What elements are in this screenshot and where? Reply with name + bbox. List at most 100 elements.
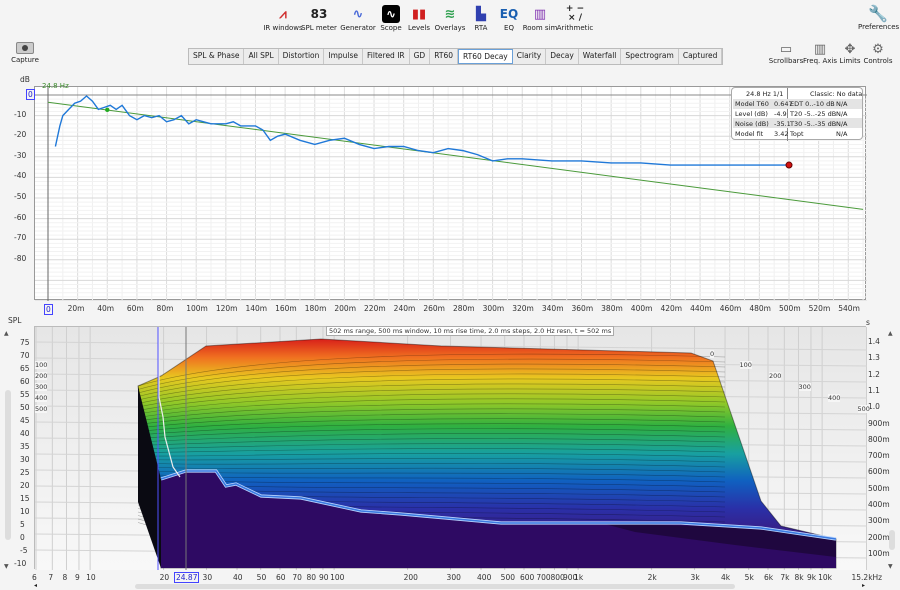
x-tick[interactable]: 0 — [44, 304, 53, 315]
info-cell: Model T60 — [735, 100, 769, 108]
x-tick: 120m — [215, 304, 238, 313]
spl-tick: 60 — [20, 377, 30, 386]
x-tick: 400m — [630, 304, 653, 313]
toolbar-rta-button[interactable]: ▙ RTA — [461, 4, 501, 33]
capture-button[interactable]: Capture — [8, 42, 42, 64]
tab-filtered-ir[interactable]: Filtered IR — [363, 49, 410, 64]
x-tick: 380m — [601, 304, 623, 313]
levels-icon-label: Levels — [407, 24, 431, 32]
start-marker — [105, 107, 110, 113]
x-tick: 160m — [275, 304, 297, 313]
arithmetic-icon-label: Arithmetic — [556, 24, 594, 32]
freq-axis-button[interactable]: ▥ Freq. Axis — [802, 42, 838, 65]
freq-tick: 9k — [806, 573, 817, 582]
x-tick: 180m — [304, 304, 327, 313]
toolbar-levels-button[interactable]: ▮▮ Levels — [399, 4, 439, 33]
limits-button[interactable]: ✥ Limits — [832, 42, 868, 65]
y-tick: -20 — [14, 130, 27, 140]
x-tick: 20m — [67, 304, 85, 313]
eq-icon-text: EQ — [499, 6, 519, 21]
y-tick: -40 — [14, 171, 27, 181]
info-cell: Level (dB) — [735, 110, 768, 118]
time-tick: 300m — [868, 516, 890, 526]
waterfall-plot[interactable] — [34, 326, 867, 570]
freq-tick: 70 — [292, 573, 302, 582]
overlays-icon: ≋ — [444, 6, 456, 22]
cursor-frequency: 24.8 Hz — [42, 82, 69, 90]
waterfall-floor — [161, 471, 836, 568]
generator-icon: ∿ — [352, 6, 364, 22]
freq-tick: 4k — [721, 573, 731, 582]
time-tick: 500m — [868, 483, 890, 493]
info-cell: EDT 0..-10 dB — [790, 100, 835, 108]
tab-clarity[interactable]: Clarity — [513, 49, 547, 64]
scrollbars-button[interactable]: ▭ Scrollbars — [768, 42, 804, 65]
x-tick: 140m — [245, 304, 268, 313]
ir-windows-icon: ⩘ — [279, 6, 287, 22]
freq-tick: 90 — [318, 573, 329, 582]
tab-decay[interactable]: Decay — [546, 49, 579, 64]
spl-tick: 50 — [20, 403, 30, 412]
toolbar-overlays-button[interactable]: ≋ Overlays — [430, 4, 470, 33]
time-label-right: 500 — [857, 405, 870, 413]
toolbar-generator-button[interactable]: ∿ Generator — [338, 4, 378, 33]
toolbar-ir-windows-button[interactable]: ⩘ IR windows — [263, 4, 303, 33]
cursor-level: 0 — [26, 89, 35, 100]
x-tick: 320m — [512, 304, 534, 313]
model-decay-line — [47, 101, 864, 210]
tab-rt60-decay[interactable]: RT60 Decay — [458, 49, 513, 64]
x-tick: 80m — [156, 304, 174, 313]
tab-spectrogram[interactable]: Spectrogram — [621, 49, 679, 64]
tab-rt60[interactable]: RT60 — [430, 49, 459, 64]
toolbar-arithmetic-button[interactable]: + − × / Arithmetic — [555, 4, 595, 33]
vertical-scrollbar-left[interactable]: ▲ ▼ — [4, 330, 12, 570]
controls-button[interactable]: ⚙ Controls — [860, 42, 896, 65]
time-tick: 600m — [868, 467, 890, 477]
info-cell: Topt — [790, 130, 804, 138]
rta-icon-label: RTA — [474, 24, 488, 32]
tab-all-spl[interactable]: All SPL — [244, 49, 279, 64]
tab-gd[interactable]: GD — [410, 49, 431, 64]
rt60-decay-plot[interactable] — [34, 86, 867, 301]
tab-captured[interactable]: Captured — [679, 49, 723, 64]
x-tick: 100m — [186, 304, 208, 313]
info-cell: 0.647 — [774, 100, 793, 108]
y-tick: -70 — [14, 233, 27, 243]
scrollbars-icon: ▭ — [779, 42, 793, 57]
freq-tick: 8k — [794, 573, 804, 582]
cursor-frequency-box[interactable]: 24.87 — [174, 572, 200, 583]
tab-spl-phase[interactable]: SPL & Phase — [189, 49, 245, 64]
tab-distortion[interactable]: Distortion — [279, 49, 325, 64]
freq-tick: 2k — [647, 573, 657, 582]
eq-icon-label: EQ — [504, 24, 514, 32]
spl-meter-icon: 83 — [299, 4, 339, 24]
horizontal-scrollbar[interactable] — [135, 584, 735, 589]
time-label-left: 400 — [35, 394, 48, 402]
info-cell: -4.9 — [774, 110, 787, 118]
toolbar-room-sim-button[interactable]: ▥ Room sim — [520, 4, 560, 33]
spl-meter-icon-text: 83 — [310, 6, 328, 21]
time-label-right: 200 — [769, 372, 782, 380]
x-tick: 260m — [423, 304, 445, 313]
vertical-scrollbar-right[interactable]: ▲ ▼ — [888, 330, 896, 570]
scroll-right-arrow[interactable]: ▸ — [862, 582, 866, 589]
decay-curve — [54, 95, 789, 166]
y-tick: -60 — [14, 212, 27, 222]
freq-tick: 5k — [744, 573, 754, 582]
preferences-button[interactable]: 🔧 Preferences — [858, 4, 900, 31]
tab-waterfall[interactable]: Waterfall — [579, 49, 622, 64]
freq-tick: 200 — [403, 573, 418, 582]
x-tick: 540m — [838, 304, 860, 313]
spl-tick: 40 — [20, 429, 30, 438]
toolbar-eq-button[interactable]: EQ EQ — [489, 4, 529, 33]
right-button-label: Controls — [863, 57, 893, 65]
controls-icon: ⚙ — [872, 42, 884, 57]
time-tick: 1.0 — [868, 402, 880, 412]
spl-axis-label: SPL — [8, 316, 22, 325]
x-tick: 220m — [364, 304, 386, 313]
toolbar-spl-meter-button[interactable]: 83 SPL meter — [299, 4, 339, 33]
freq-tick: 3k — [690, 573, 700, 582]
tab-impulse[interactable]: Impulse — [324, 49, 364, 64]
toolbar-scope-button[interactable]: ∿ Scope — [371, 4, 411, 32]
scroll-left-arrow[interactable]: ◂ — [34, 582, 38, 589]
